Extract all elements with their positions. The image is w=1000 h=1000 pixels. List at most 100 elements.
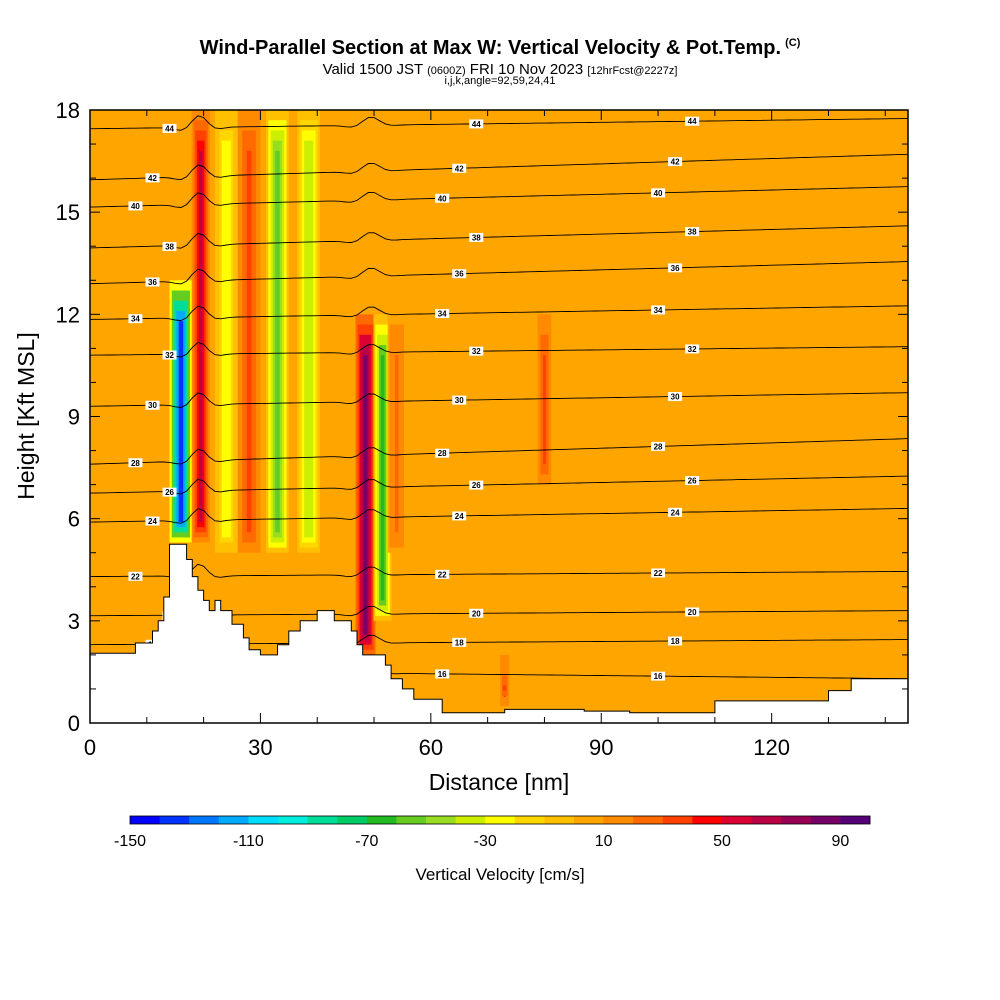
theta-label-box: [452, 395, 467, 405]
theta-label-18: 18: [671, 637, 680, 646]
theta-label-24: 24: [148, 517, 157, 526]
theta-label-26: 26: [688, 477, 697, 486]
theta-label-44: 44: [472, 120, 481, 129]
theta-contour-28: [90, 438, 908, 465]
valid-time: Valid 1500 JST: [322, 61, 423, 78]
colorbar-swatch: [426, 816, 456, 824]
theta-label-box: [435, 669, 450, 679]
colorbar-swatch: [751, 816, 782, 824]
theta-label-30: 30: [148, 401, 157, 410]
theta-contour-36: [90, 261, 908, 285]
theta-label-24: 24: [455, 512, 464, 521]
theta-contour-22: [90, 563, 908, 580]
theta-label-box: [469, 346, 484, 356]
x-tick-label: 120: [753, 735, 790, 760]
theta-label-38: 38: [688, 228, 697, 237]
chart-title: Wind-Parallel Section at Max W: Vertical…: [0, 37, 1000, 60]
x-axis-title: Distance [nm]: [429, 769, 570, 795]
theta-contour-26: [90, 475, 908, 495]
theta-label-box: [668, 392, 683, 402]
terrain: [90, 543, 908, 723]
theta-label-32: 32: [165, 351, 174, 360]
theta-label-44: 44: [165, 124, 174, 133]
theta-label-box: [668, 636, 683, 646]
theta-label-34: 34: [131, 315, 140, 324]
theta-label-44: 44: [688, 117, 697, 126]
colorbar-swatch: [218, 816, 249, 824]
theta-label-26: 26: [165, 488, 174, 497]
theta-label-box: [162, 350, 177, 360]
colorbar-swatch: [544, 816, 575, 824]
colorbar-swatch: [722, 816, 752, 824]
theta-label-box: [685, 116, 700, 126]
theta-label-28: 28: [654, 442, 663, 451]
velocity-feature-2: [224, 150, 229, 533]
theta-label-16: 16: [438, 670, 447, 679]
theta-contour-38: [90, 225, 908, 249]
velocity-feature-0: [178, 321, 184, 523]
theta-label-40: 40: [438, 194, 447, 203]
theta-label-42: 42: [148, 174, 157, 183]
theta-label-36: 36: [148, 278, 157, 287]
x-tick-label: 90: [589, 735, 613, 760]
y-tick-label: 9: [68, 405, 80, 430]
theta-label-22: 22: [438, 570, 447, 579]
colorbar-tick-label: -150: [114, 833, 146, 850]
colorbar-tick-label: 90: [832, 833, 850, 850]
y-axis-title: Height [Kft MSL]: [13, 332, 39, 499]
theta-label-box: [145, 173, 160, 183]
theta-contour-24: [90, 508, 908, 524]
y-tick-label: 3: [68, 609, 80, 634]
colorbar-swatch: [603, 816, 634, 824]
colorbar-swatch: [514, 816, 545, 824]
theta-contour-42: [90, 153, 908, 181]
theta-label-box: [651, 568, 666, 578]
y-tick-label: 12: [56, 302, 80, 327]
colorbar-swatch: [574, 816, 604, 824]
theta-label-30: 30: [455, 396, 464, 405]
theta-label-34: 34: [654, 306, 663, 315]
section-params: i,j,k,angle=92,59,24,41: [444, 75, 556, 87]
theta-label-box: [668, 157, 683, 167]
terrain-profile: [90, 543, 908, 723]
colorbar-swatch: [189, 816, 220, 824]
theta-contour-34: [90, 305, 908, 322]
y-tick-label: 0: [68, 711, 80, 736]
colorbar-swatch: [337, 816, 368, 824]
theta-label-40: 40: [131, 202, 140, 211]
colorbar-swatch: [692, 816, 723, 824]
theta-contour-44: [90, 115, 908, 131]
colorbar-swatch: [396, 816, 427, 824]
colorbar-tick-label: 50: [713, 833, 731, 850]
valid-time-utc: (0600Z): [427, 65, 466, 77]
theta-label-box: [162, 487, 177, 497]
colorbar-tick-label: 10: [595, 833, 613, 850]
y-tick-label: 18: [56, 98, 80, 123]
chart-title-tag: (C): [785, 37, 801, 50]
colorbar-swatch: [633, 816, 664, 824]
theta-label-box: [128, 201, 143, 211]
theta-label-box: [651, 305, 666, 315]
theta-contour-32: [90, 341, 908, 358]
theta-label-box: [452, 637, 467, 647]
theta-label-box: [651, 441, 666, 451]
theta-label-box: [469, 232, 484, 242]
theta-label-box: [651, 188, 666, 198]
theta-label-box: [452, 163, 467, 173]
velocity-feature-3: [246, 150, 252, 533]
theta-label-box: [128, 314, 143, 324]
theta-label-16: 16: [654, 672, 663, 681]
theta-label-32: 32: [472, 347, 481, 356]
theta-label-box: [685, 476, 700, 486]
x-tick-label: 30: [248, 735, 272, 760]
theta-label-38: 38: [165, 242, 174, 251]
theta-label-box: [145, 400, 160, 410]
theta-label-box: [435, 309, 450, 319]
theta-label-box: [685, 607, 700, 617]
theta-contour-40: [90, 186, 908, 208]
colorbar-tick-label: -110: [233, 833, 264, 850]
colorbar-swatch: [159, 816, 190, 824]
theta-label-38: 38: [472, 233, 481, 242]
